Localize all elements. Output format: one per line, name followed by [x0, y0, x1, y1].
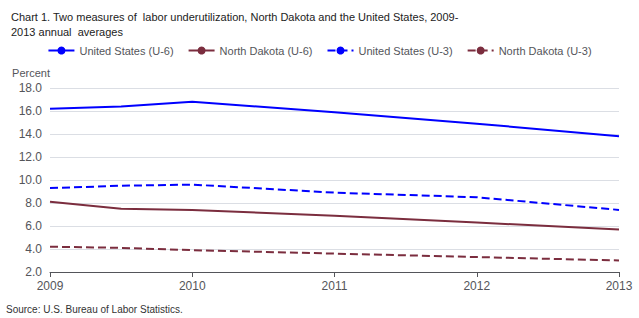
svg-text:Source: U.S. Bureau of Labor S: Source: U.S. Bureau of Labor Statistics.	[6, 304, 183, 315]
svg-text:United States (U-3): United States (U-3)	[359, 45, 453, 57]
svg-text:8.0: 8.0	[25, 196, 42, 210]
svg-text:10.0: 10.0	[19, 173, 43, 187]
svg-text:4.0: 4.0	[25, 242, 42, 256]
svg-text:North Dakota (U-6): North Dakota (U-6)	[220, 45, 313, 57]
svg-text:Percent: Percent	[12, 67, 50, 79]
svg-text:18.0: 18.0	[19, 81, 43, 95]
svg-text:United States (U-6): United States (U-6)	[79, 45, 173, 57]
svg-text:6.0: 6.0	[25, 219, 42, 233]
svg-text:12.0: 12.0	[19, 150, 43, 164]
svg-text:2013: 2013	[606, 279, 633, 293]
svg-text:2012: 2012	[463, 279, 490, 293]
svg-text:2010: 2010	[179, 279, 206, 293]
svg-text:2.0: 2.0	[25, 265, 42, 279]
svg-text:14.0: 14.0	[19, 127, 43, 141]
svg-text:North Dakota (U-3): North Dakota (U-3)	[499, 45, 592, 57]
svg-text:Chart 1. Two measures of labo: Chart 1. Two measures of labor underutil…	[11, 11, 459, 23]
svg-text:16.0: 16.0	[19, 104, 43, 118]
svg-text:2013 annual averages: 2013 annual averages	[11, 26, 123, 38]
svg-text:2011: 2011	[322, 279, 348, 293]
svg-text:2009: 2009	[37, 279, 64, 293]
